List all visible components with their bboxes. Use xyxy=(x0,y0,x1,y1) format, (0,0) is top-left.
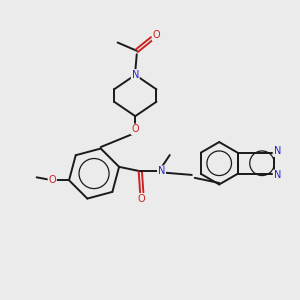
Text: O: O xyxy=(48,175,56,185)
Text: O: O xyxy=(131,124,139,134)
Text: O: O xyxy=(153,31,160,40)
Text: N: N xyxy=(132,70,139,80)
Text: N: N xyxy=(274,146,281,156)
Text: N: N xyxy=(274,170,281,180)
Text: N: N xyxy=(158,166,165,176)
Text: O: O xyxy=(138,194,146,204)
